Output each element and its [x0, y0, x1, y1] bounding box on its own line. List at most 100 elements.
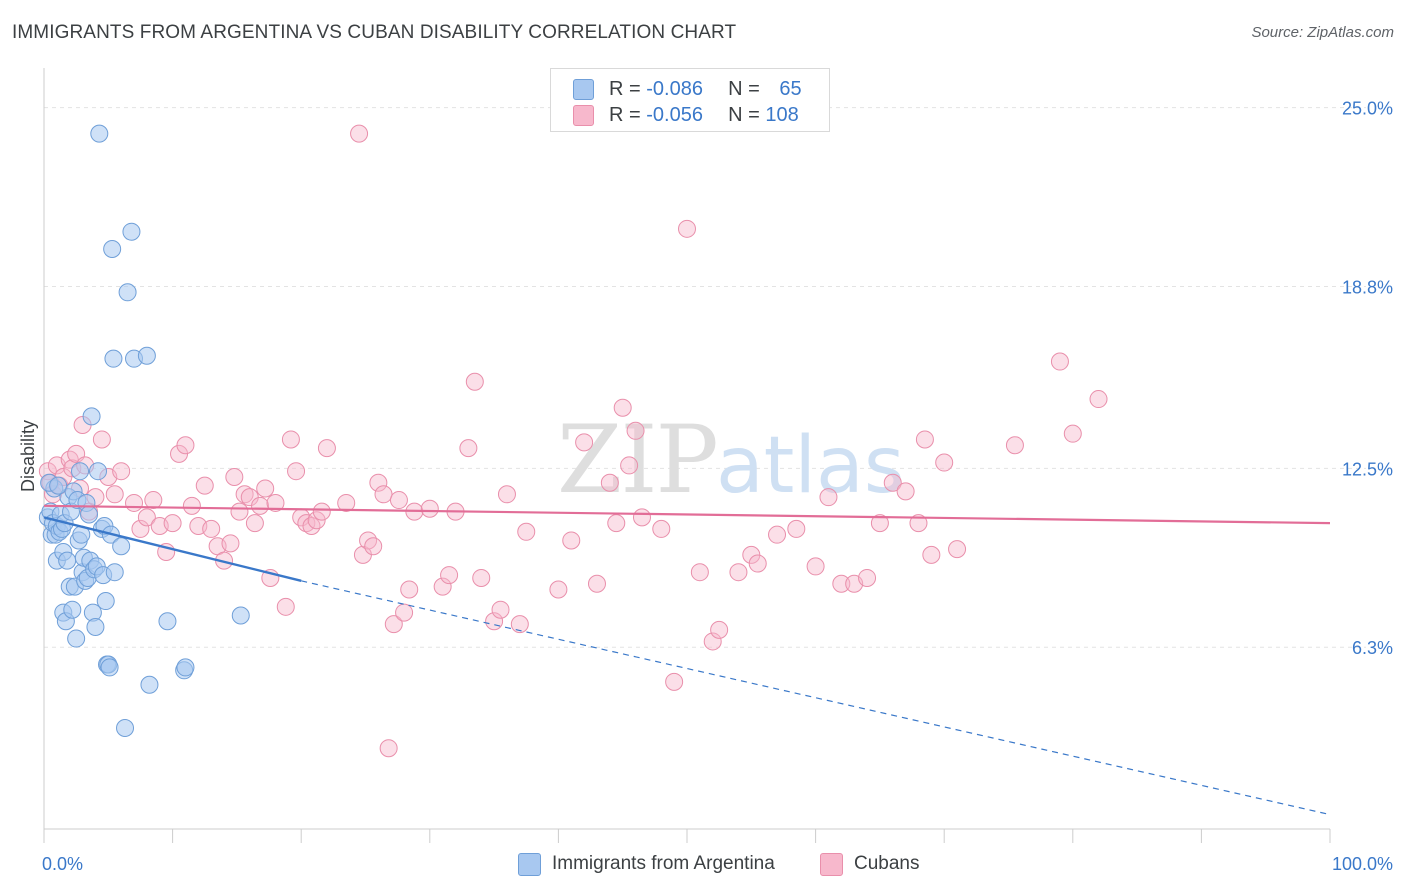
- argentina-point: [67, 629, 86, 648]
- r-label: R =: [609, 104, 647, 126]
- cubans-point: [379, 739, 398, 758]
- cubans-point: [870, 514, 889, 533]
- cubans-point: [806, 557, 825, 576]
- cubans-point: [221, 534, 240, 553]
- cubans-point: [510, 615, 529, 634]
- cubans-point: [245, 514, 264, 533]
- cubans-point: [235, 485, 254, 504]
- cubans-point: [620, 456, 639, 475]
- argentina-point: [116, 719, 135, 738]
- cubans-point: [369, 473, 388, 492]
- argentina-point: [90, 124, 109, 143]
- cubans-point: [281, 430, 300, 449]
- cubans-point: [144, 491, 163, 510]
- argentina-point: [231, 606, 250, 625]
- cubans-point: [665, 672, 684, 691]
- r-value: -0.086: [646, 78, 703, 100]
- cubans-point: [690, 563, 709, 582]
- cubans-point: [176, 436, 195, 455]
- cubans-point: [626, 421, 645, 440]
- argentina-point: [112, 537, 131, 556]
- cubans-point: [613, 398, 632, 417]
- n-value: 65: [779, 78, 802, 100]
- cubans-point: [389, 491, 408, 510]
- r-value: -0.056: [646, 104, 703, 126]
- cubans-point: [364, 537, 383, 556]
- cubans-point: [112, 462, 131, 481]
- cubans-point: [915, 430, 934, 449]
- cubans-point: [312, 502, 331, 521]
- cubans-point: [459, 439, 478, 458]
- argentina-point: [58, 551, 77, 570]
- argentina-trend-extension: [301, 580, 1331, 816]
- cubans-point: [517, 522, 536, 541]
- cubans-point: [359, 531, 378, 550]
- argentina-point: [140, 675, 159, 694]
- watermark-zip: ZIP: [557, 406, 717, 515]
- cubans-point: [703, 632, 722, 651]
- cubans-point: [600, 473, 619, 492]
- cubans-point: [131, 519, 150, 538]
- cubans-point: [768, 525, 787, 544]
- argentina-legend-label: Immigrants from Argentina: [552, 853, 775, 874]
- cubans-point: [420, 499, 439, 518]
- chart-title: IMMIGRANTS FROM ARGENTINA VS CUBAN DISAB…: [12, 22, 737, 43]
- cubans-point: [465, 372, 484, 391]
- cubans-point: [137, 508, 156, 527]
- cubans-point: [1005, 436, 1024, 455]
- cubans-point: [562, 531, 581, 550]
- cubans-point: [251, 496, 270, 515]
- argentina-point: [49, 476, 68, 495]
- n-value: 108: [765, 104, 799, 126]
- argentina-point: [122, 222, 141, 241]
- tick-labels: 6.3% 12.5% 18.8% 25.0% 0.0% 100.0%: [42, 99, 1393, 874]
- cubans-point: [1063, 424, 1082, 443]
- cubans-point: [632, 508, 651, 527]
- cubans-point: [163, 514, 182, 533]
- x-tick-label-min: 0.0%: [42, 854, 83, 874]
- argentina-point: [103, 240, 122, 259]
- cubans-swatch: [573, 105, 594, 126]
- cubans-point: [497, 485, 516, 504]
- cubans-point: [287, 462, 306, 481]
- y-tick-label-2: 18.8%: [1342, 278, 1393, 298]
- argentina-point: [137, 346, 156, 365]
- argentina-swatch: [573, 79, 594, 100]
- cubans-point: [440, 566, 459, 585]
- cubans-point: [896, 482, 915, 501]
- argentina-point: [82, 407, 101, 426]
- cubans-point: [710, 620, 729, 639]
- y-axis-label: Disability: [18, 420, 38, 492]
- cubans-point: [948, 540, 967, 559]
- cubans-point: [607, 514, 626, 533]
- correlation-legend: R = -0.086 N = 65 R = -0.056 N = 108: [550, 68, 830, 132]
- cubans-point: [587, 574, 606, 593]
- cubans-point: [125, 493, 144, 512]
- cubans-point: [549, 580, 568, 599]
- cubans-point: [1050, 352, 1069, 371]
- cubans-point: [935, 453, 954, 472]
- argentina-points: [38, 124, 250, 738]
- argentina-point: [96, 592, 115, 611]
- cubans-legend-swatch: [820, 853, 843, 876]
- cubans-point: [350, 124, 369, 143]
- argentina-legend-swatch: [518, 853, 541, 876]
- cubans-point: [678, 219, 696, 238]
- cubans-point: [266, 493, 285, 512]
- r-label: R =: [609, 78, 647, 100]
- cubans-point: [225, 467, 244, 486]
- y-tick-label-1: 12.5%: [1342, 459, 1393, 479]
- argentina-point: [158, 612, 177, 631]
- argentina-point: [100, 658, 119, 677]
- cubans-point: [883, 473, 902, 492]
- cubans-point: [395, 603, 414, 622]
- cubans-point: [384, 615, 403, 634]
- cubans-trend-line: [43, 504, 1331, 525]
- cubans-point: [787, 519, 806, 538]
- argentina-point: [71, 462, 90, 481]
- cubans-point: [105, 485, 124, 504]
- argentina-point: [118, 283, 137, 302]
- cubans-point: [858, 568, 877, 587]
- cubans-point: [374, 485, 393, 504]
